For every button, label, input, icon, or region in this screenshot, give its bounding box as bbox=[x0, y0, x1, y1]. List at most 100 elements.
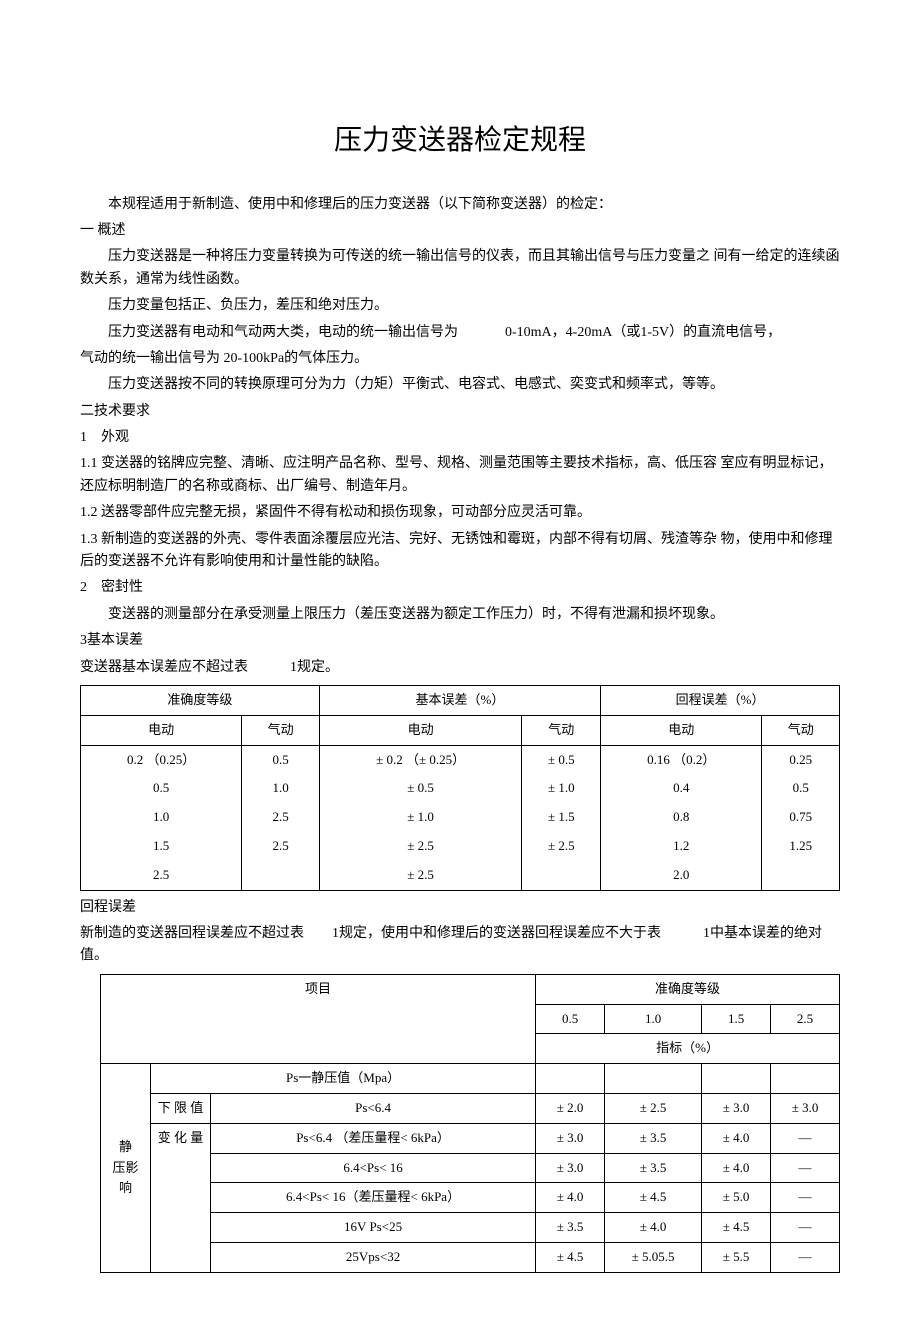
t1-cell: 2.5 bbox=[81, 861, 242, 890]
t2-item: 16V Ps<25 bbox=[211, 1213, 536, 1243]
t1-cell: ± 2.5 bbox=[319, 861, 522, 890]
t2-h-level: 准确度等级 bbox=[536, 974, 840, 1004]
t2-cell: ± 4.0 bbox=[536, 1183, 605, 1213]
t1-sh: 电动 bbox=[81, 715, 242, 745]
t1-cell: ± 1.5 bbox=[522, 803, 601, 832]
t1-cell: ± 1.0 bbox=[319, 803, 522, 832]
t2-cell: ± 3.5 bbox=[605, 1153, 702, 1183]
s2-3-head: 3基本误差 bbox=[80, 630, 840, 652]
table-row: 项目 准确度等级 bbox=[101, 974, 840, 1004]
t1-cell: 0.75 bbox=[762, 803, 840, 832]
t2-cell: ± 4.5 bbox=[605, 1183, 702, 1213]
s1-p1: 压力变送器是一种将压力变量转换为可传送的统一输出信号的仪表，而且其输出信号与压力… bbox=[80, 246, 840, 291]
s1-p2: 压力变量包括正、负压力，差压和绝对压力。 bbox=[80, 295, 840, 317]
t2-cell: — bbox=[771, 1242, 840, 1272]
s2-2-p: 变送器的测量部分在承受测量上限压力（差压变送器为额定工作压力）时，不得有泄漏和损… bbox=[80, 604, 840, 626]
t1-cell bbox=[762, 861, 840, 890]
table-row: 1.52.5± 2.5± 2.51.21.25 bbox=[81, 832, 840, 861]
t2-cell bbox=[702, 1064, 771, 1094]
t2-level: 1.0 bbox=[605, 1004, 702, 1034]
t1-h3: 回程误差（%） bbox=[601, 685, 840, 715]
t1-cell: 1.2 bbox=[601, 832, 762, 861]
table-2: 项目 准确度等级 0.5 1.0 1.5 2.5 指标（%） 静 压影 响 Ps… bbox=[100, 974, 840, 1273]
t2-static: 静 压影 响 bbox=[101, 1064, 151, 1273]
t2-cell: ± 4.5 bbox=[702, 1213, 771, 1243]
t2-ps: Ps一静压值（Mpa） bbox=[151, 1064, 536, 1094]
t2-h-item: 项目 bbox=[101, 974, 536, 1063]
t1-cell: 0.5 bbox=[242, 745, 319, 774]
t2-cell: ± 2.5 bbox=[605, 1093, 702, 1123]
s2-1-2: 1.2 送器零部件应完整无损，紧固件不得有松动和损伤现象，可动部分应灵活可靠。 bbox=[80, 502, 840, 524]
t1-sh: 气动 bbox=[242, 715, 319, 745]
s2-1-3: 1.3 新制造的变送器的外壳、零件表面涂覆层应光洁、完好、无锈蚀和霉斑，内部不得… bbox=[80, 529, 840, 574]
hc-head: 回程误差 bbox=[80, 897, 840, 919]
t1-cell: 0.5 bbox=[762, 774, 840, 803]
t2-cell: — bbox=[771, 1153, 840, 1183]
table-row: 16V Ps<25 ± 3.5 ± 4.0 ± 4.5 — bbox=[101, 1213, 840, 1243]
t2-cell: — bbox=[771, 1183, 840, 1213]
t2-cell: ± 5.5 bbox=[702, 1242, 771, 1272]
t1-cell bbox=[522, 861, 601, 890]
s2-3-p: 变送器基本误差应不超过表 1规定。 bbox=[80, 657, 840, 679]
t2-cell: ± 4.0 bbox=[702, 1153, 771, 1183]
t2-item: Ps<6.4 （差压量程< 6kPa） bbox=[211, 1123, 536, 1153]
t2-cell: ± 3.0 bbox=[702, 1093, 771, 1123]
t1-sh: 电动 bbox=[319, 715, 522, 745]
s1-p3a: 压力变送器有电动和气动两大类，电动的统一输出信号为 bbox=[108, 325, 458, 340]
t2-level: 1.5 bbox=[702, 1004, 771, 1034]
t2-change: 变 化 量 bbox=[151, 1123, 211, 1272]
t1-cell: 1.25 bbox=[762, 832, 840, 861]
s1-p3c: 气动的统一输出信号为 20-100kPa的气体压力。 bbox=[80, 348, 840, 370]
t2-cell: ± 3.5 bbox=[605, 1123, 702, 1153]
table-row: 电动 气动 电动 气动 电动 气动 bbox=[81, 715, 840, 745]
intro: 本规程适用于新制造、使用中和修理后的压力变送器（以下简称变送器）的检定： bbox=[80, 194, 840, 216]
t1-cell: ± 1.0 bbox=[522, 774, 601, 803]
t1-sh: 气动 bbox=[522, 715, 601, 745]
s1-p3: 压力变送器有电动和气动两大类，电动的统一输出信号为 0-10mA，4-20mA（… bbox=[80, 322, 840, 344]
t1-cell: 2.5 bbox=[242, 803, 319, 832]
t2-cell: ± 3.0 bbox=[536, 1153, 605, 1183]
table-row: 2.5 ± 2.5 2.0 bbox=[81, 861, 840, 890]
t1-cell: 2.0 bbox=[601, 861, 762, 890]
t1-sh: 气动 bbox=[762, 715, 840, 745]
t1-cell: 0.16 （0.2） bbox=[601, 745, 762, 774]
table-row: 0.2 （0.25）0.5± 0.2 （± 0.25）± 0.50.16 （0.… bbox=[81, 745, 840, 774]
table-row: 6.4<Ps< 16 ± 3.0 ± 3.5 ± 4.0 — bbox=[101, 1153, 840, 1183]
t2-cell: ± 3.5 bbox=[536, 1213, 605, 1243]
s1-p3b: 0-10mA，4-20mA（或1-5V）的直流电信号， bbox=[505, 325, 781, 340]
table-row: 变 化 量 Ps<6.4 （差压量程< 6kPa） ± 3.0 ± 3.5 ± … bbox=[101, 1123, 840, 1153]
t1-cell: 0.8 bbox=[601, 803, 762, 832]
s2-2-head: 2 密封性 bbox=[80, 577, 840, 599]
t2-cell: ± 3.0 bbox=[536, 1123, 605, 1153]
t2-level: 2.5 bbox=[771, 1004, 840, 1034]
t1-cell: 1.0 bbox=[81, 803, 242, 832]
t1-cell: 1.0 bbox=[242, 774, 319, 803]
s1-p4: 压力变送器按不同的转换原理可分为力（力矩）平衡式、电容式、电感式、奕变式和频率式… bbox=[80, 374, 840, 396]
t1-h1: 准确度等级 bbox=[81, 685, 320, 715]
t1-cell: 2.5 bbox=[242, 832, 319, 861]
table-row: 6.4<Ps< 16（差压量程< 6kPa） ± 4.0 ± 4.5 ± 5.0… bbox=[101, 1183, 840, 1213]
t1-cell: ± 0.5 bbox=[522, 745, 601, 774]
t1-cell bbox=[242, 861, 319, 890]
t2-item: 25Vps<32 bbox=[211, 1242, 536, 1272]
t2-cell bbox=[536, 1064, 605, 1094]
t2-cell: — bbox=[771, 1123, 840, 1153]
t2-h-metric: 指标（%） bbox=[536, 1034, 840, 1064]
table-1: 准确度等级 基本误差（%） 回程误差（%） 电动 气动 电动 气动 电动 气动 … bbox=[80, 685, 840, 891]
t1-cell: ± 2.5 bbox=[319, 832, 522, 861]
page-title: 压力变送器检定规程 bbox=[80, 119, 840, 164]
t1-cell: 0.5 bbox=[81, 774, 242, 803]
t2-cell bbox=[605, 1064, 702, 1094]
s2-1-1: 1.1 变送器的铭牌应完整、清晰、应注明产品名称、型号、规格、测量范围等主要技术… bbox=[80, 453, 840, 498]
t2-cell: ± 3.0 bbox=[771, 1093, 840, 1123]
hc-p: 新制造的变送器回程误差应不超过表 1规定，使用中和修理后的变送器回程误差应不大于… bbox=[80, 923, 840, 968]
t2-lower: 下 限 值 bbox=[151, 1093, 211, 1123]
t1-cell: 0.2 （0.25） bbox=[81, 745, 242, 774]
section-2-head: 二技术要求 bbox=[80, 401, 840, 423]
section-1-head: 一 概述 bbox=[80, 220, 840, 242]
t2-cell: ± 4.0 bbox=[702, 1123, 771, 1153]
t2-item: 6.4<Ps< 16（差压量程< 6kPa） bbox=[211, 1183, 536, 1213]
table-row: 25Vps<32 ± 4.5 ± 5.05.5 ± 5.5 — bbox=[101, 1242, 840, 1272]
t2-cell bbox=[771, 1064, 840, 1094]
table-row: 0.51.0± 0.5± 1.00.40.5 bbox=[81, 774, 840, 803]
